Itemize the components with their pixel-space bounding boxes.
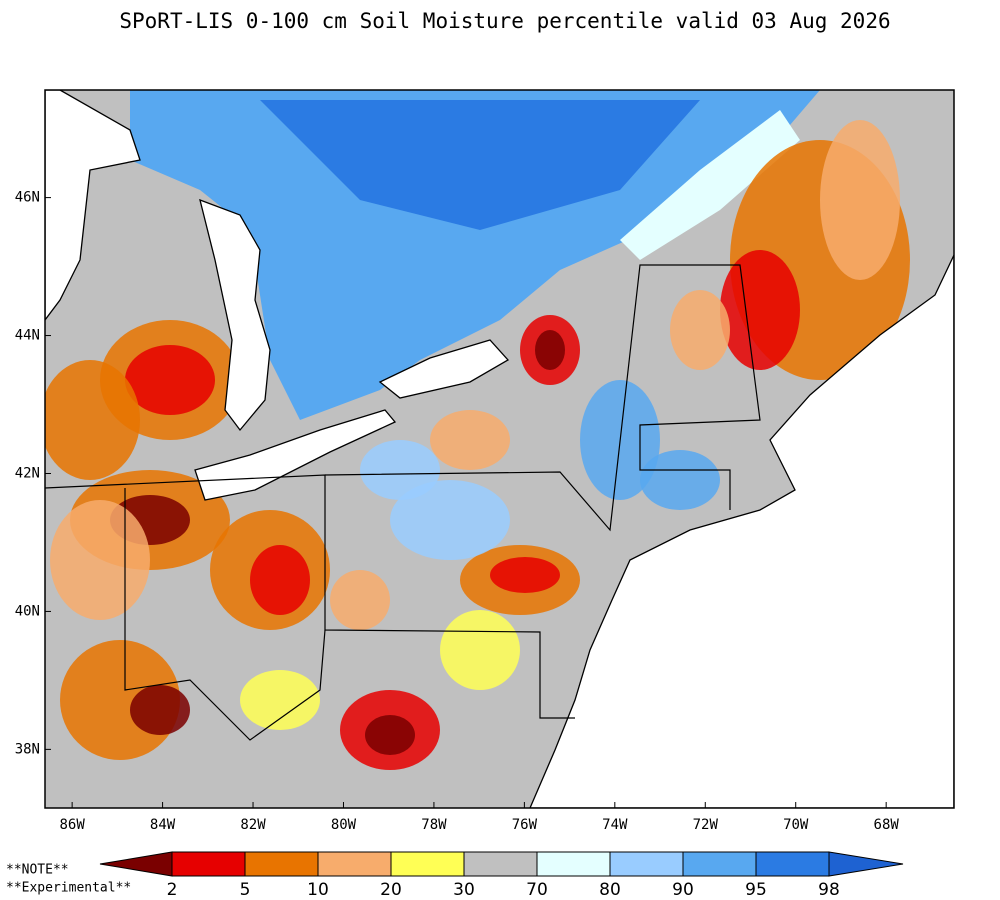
y-tick-label: 40N — [15, 603, 40, 619]
colorbar-label: 80 — [599, 880, 621, 900]
map-title: SPoRT-LIS 0-100 cm Soil Moisture percent… — [119, 9, 890, 33]
moisture-region — [490, 557, 560, 593]
moisture-region — [670, 290, 730, 370]
lake-huron — [199, 198, 271, 432]
colorbar-label: 70 — [526, 880, 548, 900]
moisture-region — [390, 480, 510, 560]
canada-wet — [260, 100, 700, 230]
moisture-region — [640, 450, 720, 510]
state-border — [324, 264, 761, 532]
state-border — [124, 488, 326, 741]
colorbar-segment — [755, 851, 830, 877]
moisture-region — [45, 360, 140, 480]
moisture-region — [330, 570, 390, 630]
moisture-region — [535, 330, 565, 370]
note: **NOTE** — [6, 863, 69, 878]
x-tick-label: 76W — [512, 817, 538, 833]
colorbar-segment — [682, 851, 757, 877]
colorbar-segment — [99, 851, 173, 877]
moisture-region — [240, 670, 320, 730]
moisture-region — [720, 250, 800, 370]
x-tick-label: 72W — [693, 817, 719, 833]
state-border — [45, 474, 575, 719]
colorbar-label: 95 — [745, 880, 767, 900]
lake-erie — [194, 409, 397, 501]
colorbar-segment — [244, 851, 319, 877]
colorbar-segment — [317, 851, 392, 877]
map-frame — [44, 89, 955, 809]
y-tick-label: 38N — [15, 741, 40, 757]
colorbar-segment — [171, 851, 246, 877]
y-tick-label: 46N — [15, 190, 40, 206]
moisture-region — [50, 500, 150, 620]
colorbar-segment — [609, 851, 684, 877]
colorbar-label: 2 — [167, 880, 178, 900]
moisture-region — [125, 345, 215, 415]
moisture-region — [360, 440, 440, 500]
x-tick-label: 86W — [59, 817, 85, 833]
colorbar-segment — [828, 851, 904, 877]
colorbar-label: 90 — [672, 880, 694, 900]
lake-ontario — [378, 339, 510, 399]
x-tick-label: 84W — [150, 817, 176, 833]
canada-wet — [130, 90, 820, 420]
moisture-region — [250, 545, 310, 615]
moisture-region — [820, 120, 900, 280]
x-tick-label: 82W — [240, 817, 266, 833]
x-tick-label: 70W — [783, 817, 809, 833]
x-tick-label: 78W — [421, 817, 447, 833]
colorbar-segment — [463, 851, 538, 877]
moisture-region — [130, 685, 190, 735]
moisture-region — [440, 610, 520, 690]
lake-michigan — [45, 90, 141, 322]
colorbar-label: 5 — [240, 880, 251, 900]
colorbar-label: 98 — [818, 880, 840, 900]
moisture-region — [430, 410, 510, 470]
y-tick-label: 44N — [15, 328, 40, 344]
colorbar-segment — [390, 851, 465, 877]
x-tick-label: 74W — [602, 817, 628, 833]
x-tick-label: 68W — [874, 817, 900, 833]
x-tick-label: 80W — [331, 817, 357, 833]
moisture-region — [365, 715, 415, 755]
note: **Experimental** — [6, 881, 131, 896]
map-area — [45, 90, 954, 808]
y-tick-label: 42N — [15, 465, 40, 481]
colorbar-segment — [536, 851, 611, 877]
canada-light — [620, 110, 800, 260]
ocean — [529, 254, 954, 808]
colorbar-label: 20 — [380, 880, 402, 900]
colorbar-label: 30 — [453, 880, 475, 900]
colorbar-label: 10 — [307, 880, 329, 900]
